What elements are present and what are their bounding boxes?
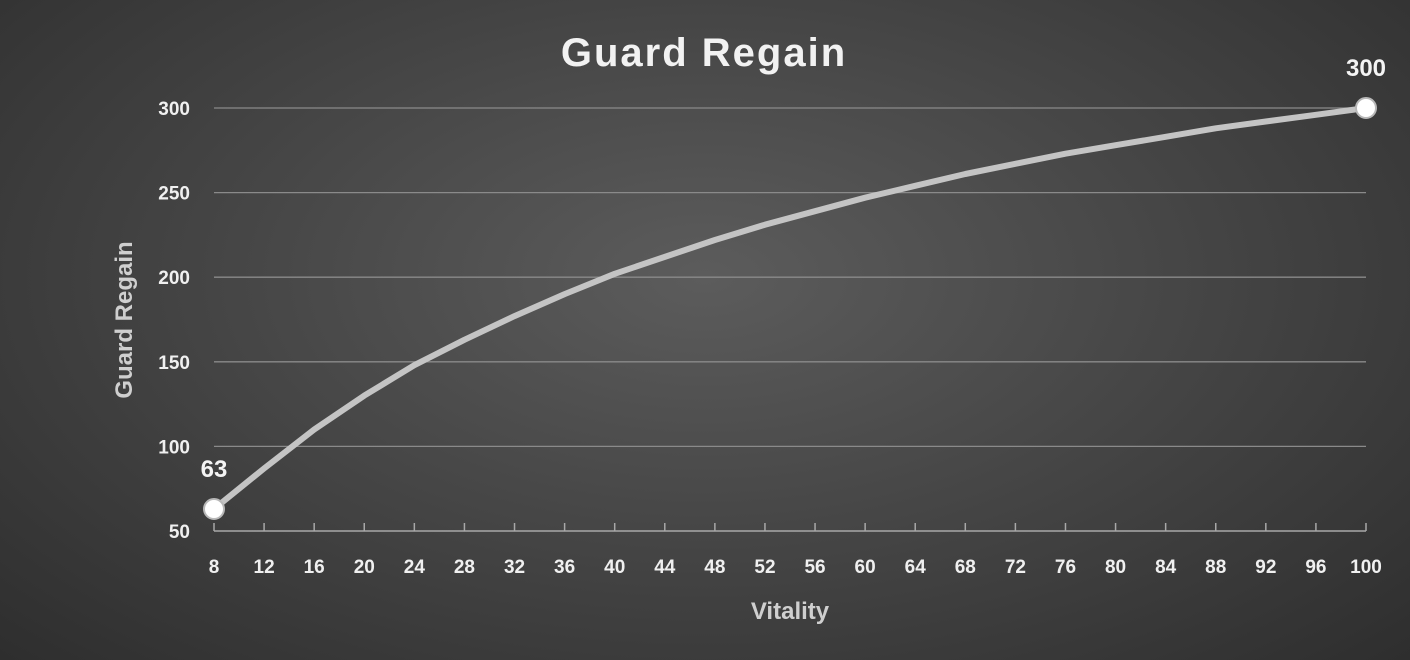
data-point-marker-8 [203, 498, 225, 521]
series-line-0 [211, 105, 1369, 512]
x-tick-label-8: 8 [209, 557, 220, 578]
y-tick-label-150: 150 [158, 353, 190, 374]
data-labels: 63 300 [201, 55, 1386, 483]
y-axis-ticks: 50 100 150 200 250 300 [158, 99, 190, 543]
y-tick-label-250: 250 [158, 184, 190, 205]
y-tick-label-300: 300 [158, 99, 190, 120]
x-tick-label-24: 24 [404, 557, 426, 578]
x-tick-label-92: 92 [1255, 557, 1276, 578]
x-tick-label-44: 44 [654, 557, 676, 578]
x-tick-label-48: 48 [704, 557, 725, 578]
x-tick-label-88: 88 [1205, 557, 1226, 578]
x-axis-ticks: 8 12 16 20 24 28 32 36 40 44 48 52 56 60 64 68 72 76 80 84 8… [209, 557, 1382, 578]
x-axis-title: Vitality [751, 598, 830, 625]
chart-title: Guard Regain [561, 31, 847, 75]
y-tick-label-200: 200 [158, 268, 190, 289]
x-tick-label-56: 56 [804, 557, 825, 578]
y-axis-title: Guard Regain [111, 241, 138, 398]
x-tick-label-76: 76 [1055, 557, 1076, 578]
x-tick-label-32: 32 [504, 557, 525, 578]
x-axis [213, 523, 1367, 532]
x-tick-label-28: 28 [454, 557, 475, 578]
x-tick-label-72: 72 [1005, 557, 1026, 578]
x-tick-label-64: 64 [905, 557, 927, 578]
x-tick-label-36: 36 [554, 557, 575, 578]
x-tick-label-100: 100 [1350, 557, 1382, 578]
gridlines [214, 107, 1366, 448]
data-label-8: 63 [201, 456, 228, 483]
y-tick-label-100: 100 [158, 437, 190, 458]
x-tick-label-80: 80 [1105, 557, 1126, 578]
x-tick-label-12: 12 [254, 557, 275, 578]
x-tick-label-60: 60 [855, 557, 876, 578]
x-tick-label-52: 52 [754, 557, 775, 578]
data-point-marker-100 [1355, 97, 1377, 119]
data-label-100: 300 [1346, 55, 1386, 82]
x-tick-label-68: 68 [955, 557, 976, 578]
x-tick-label-96: 96 [1305, 557, 1326, 578]
x-tick-label-84: 84 [1155, 557, 1177, 578]
x-tick-label-40: 40 [604, 557, 625, 578]
series-layer [203, 97, 1377, 521]
x-tick-label-20: 20 [354, 557, 375, 578]
x-tick-label-16: 16 [304, 557, 325, 578]
y-tick-label-50: 50 [169, 522, 190, 543]
